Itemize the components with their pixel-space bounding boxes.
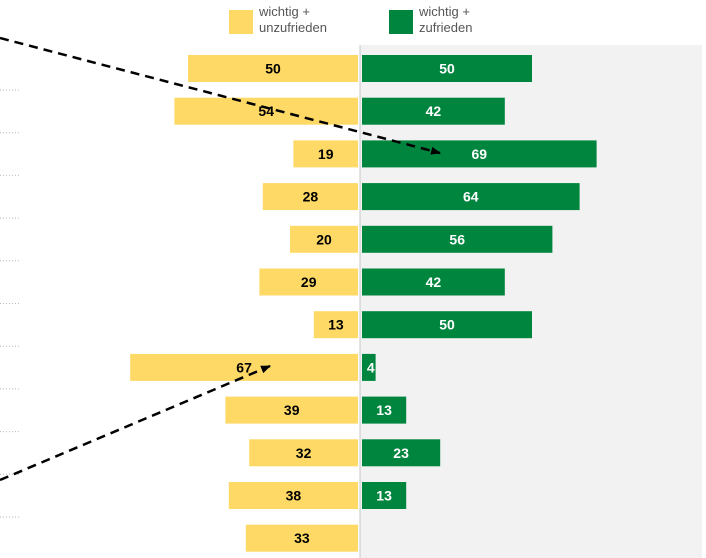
panel-background — [360, 45, 702, 558]
data-label-unsatisfied: 32 — [296, 445, 312, 461]
data-label-unsatisfied: 54 — [258, 103, 274, 119]
bar-unsatisfied — [262, 183, 358, 211]
data-label-unsatisfied: 13 — [328, 317, 344, 333]
data-label-satisfied: 69 — [472, 146, 488, 162]
bar-unsatisfied — [259, 268, 358, 296]
data-label-satisfied: 42 — [426, 274, 442, 290]
bar-satisfied — [362, 482, 407, 509]
bar-unsatisfied — [188, 55, 358, 82]
data-label-unsatisfied: 29 — [301, 274, 317, 290]
legend: wichtig + unzufrieden wichtig + zufriede… — [229, 0, 527, 36]
bar-satisfied — [362, 311, 532, 339]
bar-unsatisfied — [249, 439, 358, 467]
bar-satisfied — [362, 183, 580, 211]
bar-satisfied — [362, 439, 441, 467]
data-label-satisfied: 23 — [393, 445, 409, 461]
data-label-satisfied: 50 — [439, 317, 455, 333]
data-label-unsatisfied: 19 — [318, 146, 334, 162]
bar-unsatisfied — [174, 97, 358, 125]
bar-unsatisfied — [293, 140, 358, 168]
data-label-satisfied: 56 — [449, 231, 465, 247]
legend-swatch-satisfied — [389, 10, 413, 34]
bar-unsatisfied — [130, 353, 358, 381]
legend-label-satisfied: wichtig + zufrieden — [419, 4, 473, 35]
annotation-arrow-bottom — [0, 364, 271, 482]
data-label-unsatisfied: 38 — [286, 488, 302, 504]
bar-unsatisfied — [228, 482, 358, 509]
data-label-unsatisfied: 39 — [284, 402, 300, 418]
data-label-satisfied: 13 — [376, 488, 392, 504]
bar-satisfied — [362, 97, 505, 125]
data-label-unsatisfied: 50 — [265, 61, 281, 77]
bar-unsatisfied — [290, 225, 358, 253]
bar-unsatisfied — [225, 396, 358, 424]
annotation-arrow-top — [0, 36, 441, 155]
data-label-unsatisfied: 20 — [316, 231, 332, 247]
data-label-unsatisfied: 67 — [236, 359, 252, 375]
legend-label-unsatisfied: wichtig + unzufrieden — [259, 4, 327, 35]
bar-satisfied — [362, 268, 505, 296]
legend-item-satisfied: wichtig + zufrieden — [389, 0, 527, 36]
data-label-satisfied: 13 — [376, 402, 392, 418]
legend-swatch-unsatisfied — [229, 10, 253, 34]
data-label-satisfied: 4 — [367, 359, 375, 375]
bar-unsatisfied — [245, 524, 358, 552]
data-label-unsatisfied: 28 — [303, 189, 319, 205]
bar-satisfied — [362, 225, 553, 253]
data-label-satisfied: 50 — [439, 61, 455, 77]
bar-unsatisfied — [313, 311, 358, 339]
data-label-satisfied: 42 — [426, 103, 442, 119]
legend-item-unsatisfied: wichtig + unzufrieden — [229, 0, 367, 36]
bar-satisfied — [362, 140, 597, 168]
bar-satisfied — [362, 396, 407, 424]
bar-satisfied — [362, 353, 376, 381]
data-label-unsatisfied: 33 — [294, 530, 310, 546]
data-label-satisfied: 64 — [463, 189, 479, 205]
bar-satisfied — [362, 55, 532, 82]
